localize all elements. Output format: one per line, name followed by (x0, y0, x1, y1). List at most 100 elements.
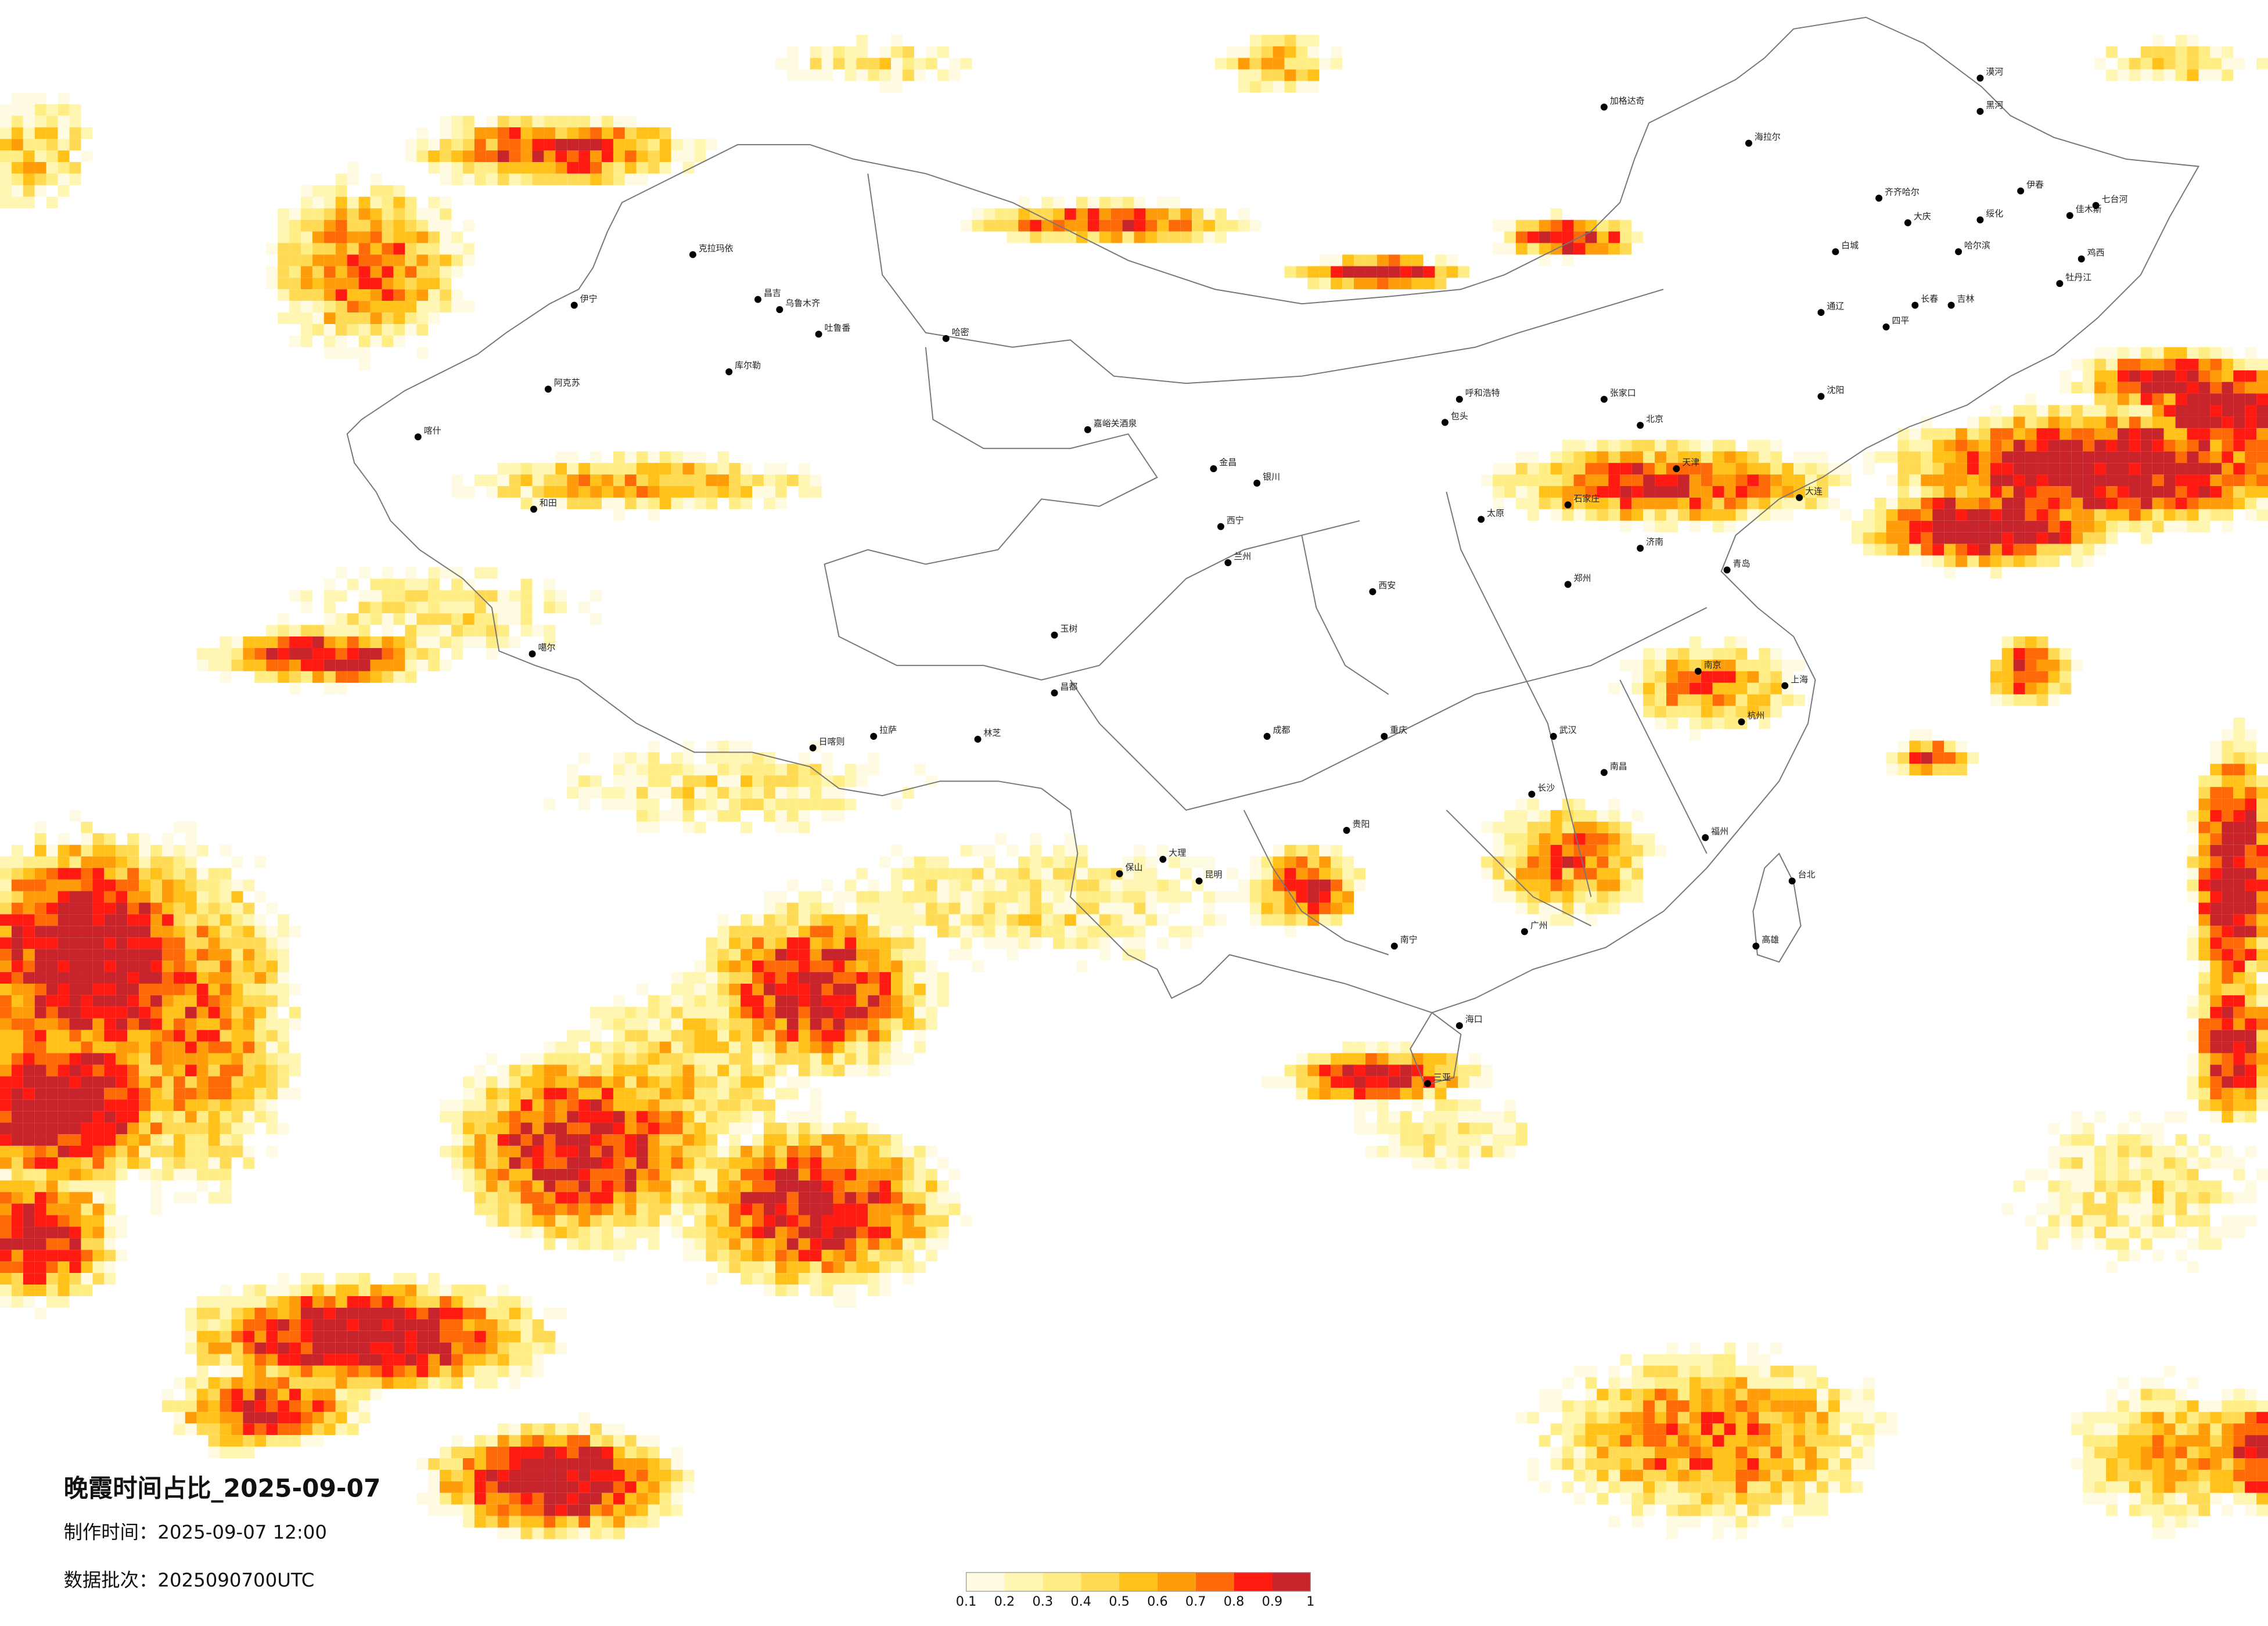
heat-cell (462, 1319, 475, 1331)
heat-cell (1677, 463, 1690, 475)
heat-cell (11, 196, 23, 208)
heat-cell (2013, 532, 2025, 544)
heat-cell (2233, 1088, 2245, 1100)
heat-cell (2025, 486, 2037, 498)
heat-cell (1342, 879, 1354, 891)
heat-cell (2106, 69, 2118, 81)
heat-cell (393, 1354, 405, 1366)
heat-cell (23, 1053, 35, 1065)
heat-cell (763, 1192, 775, 1204)
heat-cell (729, 1192, 741, 1204)
heat-cell (948, 914, 961, 926)
heat-cell (1573, 879, 1586, 891)
heat-cell (1064, 856, 1076, 868)
heat-cell (2210, 902, 2222, 915)
heat-cell (2094, 1168, 2107, 1181)
heat-cell (833, 775, 845, 787)
heat-cell (34, 868, 46, 880)
heat-cell (2059, 1134, 2072, 1146)
heat-cell (914, 891, 926, 903)
heat-cell (2198, 474, 2211, 487)
heat-cell (57, 1145, 70, 1157)
heat-cell (1701, 706, 1713, 718)
heat-cell (0, 914, 12, 926)
heat-cell (1805, 486, 1817, 498)
heat-cell (613, 1134, 625, 1146)
heat-cell (1376, 266, 1389, 278)
heat-cell (1897, 486, 1910, 498)
heat-cell (69, 810, 81, 822)
heat-cell (2036, 532, 2048, 544)
heat-cell (1770, 440, 1782, 452)
heat-cell (1573, 868, 1586, 880)
heat-cell (717, 914, 729, 926)
heat-cell (1169, 208, 1181, 220)
heat-cell (1307, 266, 1320, 278)
heat-cell (104, 1250, 116, 1262)
heat-cell (544, 798, 556, 811)
heat-cell (196, 1088, 209, 1100)
heat-cell (278, 995, 290, 1007)
heat-cell (2140, 520, 2152, 533)
heat-cell (2198, 902, 2211, 915)
heat-cell (243, 1111, 255, 1123)
heat-cell (81, 1064, 93, 1077)
heat-cell (636, 139, 648, 151)
heat-cell (717, 1238, 729, 1250)
heat-cell (810, 995, 822, 1007)
heat-cell (81, 1006, 93, 1019)
heat-cell (440, 139, 452, 151)
heat-cell (127, 1006, 139, 1019)
heat-cell (150, 1203, 162, 1215)
heat-cell (1747, 1354, 1759, 1366)
heat-cell (833, 1030, 845, 1042)
heat-cell (1724, 706, 1736, 718)
heat-cell (2222, 474, 2234, 487)
heat-cell (752, 1088, 764, 1100)
heat-cell (69, 1006, 81, 1019)
heat-cell (161, 1030, 174, 1042)
heat-cell (474, 1099, 486, 1111)
heat-cell (682, 752, 695, 764)
heat-cell (1411, 1076, 1424, 1088)
heat-cell (46, 1053, 58, 1065)
heat-cell (2222, 926, 2234, 938)
heat-cell (243, 1053, 255, 1065)
heat-cell (763, 1250, 775, 1262)
heat-cell (798, 1238, 810, 1250)
heat-cell (995, 937, 1007, 949)
heat-cell (567, 497, 579, 509)
heat-cell (440, 1307, 452, 1319)
heat-cell (1273, 891, 1285, 903)
heat-cell (185, 1377, 197, 1389)
heat-cell (648, 1157, 660, 1169)
heat-cell (474, 1180, 486, 1192)
heat-cell (844, 937, 857, 949)
heat-cell (405, 1354, 417, 1366)
heat-cell (23, 1006, 35, 1019)
heat-cell (1446, 1053, 1458, 1065)
heat-cell (416, 1296, 429, 1308)
heat-cell (763, 798, 775, 811)
heat-cell (1180, 231, 1192, 243)
heat-cell (2210, 775, 2222, 787)
heat-cell (1157, 844, 1169, 857)
heat-cell (1782, 694, 1794, 706)
heat-cell (1493, 891, 1505, 903)
heat-cell (1585, 833, 1597, 845)
heat-cell (914, 914, 926, 926)
heat-cell (2245, 463, 2257, 475)
heat-cell (11, 185, 23, 197)
heat-cell (520, 1099, 533, 1111)
heat-cell (1724, 694, 1736, 706)
heat-cell (266, 266, 278, 278)
heat-cell (914, 937, 926, 949)
heat-cell (1342, 856, 1354, 868)
heat-cell (2233, 463, 2245, 475)
heat-cell (972, 844, 984, 857)
heat-cell (2187, 821, 2199, 833)
heat-cell (972, 220, 984, 232)
heat-cell (1064, 879, 1076, 891)
heat-cell (2036, 428, 2048, 440)
heat-cell (1631, 879, 1644, 891)
